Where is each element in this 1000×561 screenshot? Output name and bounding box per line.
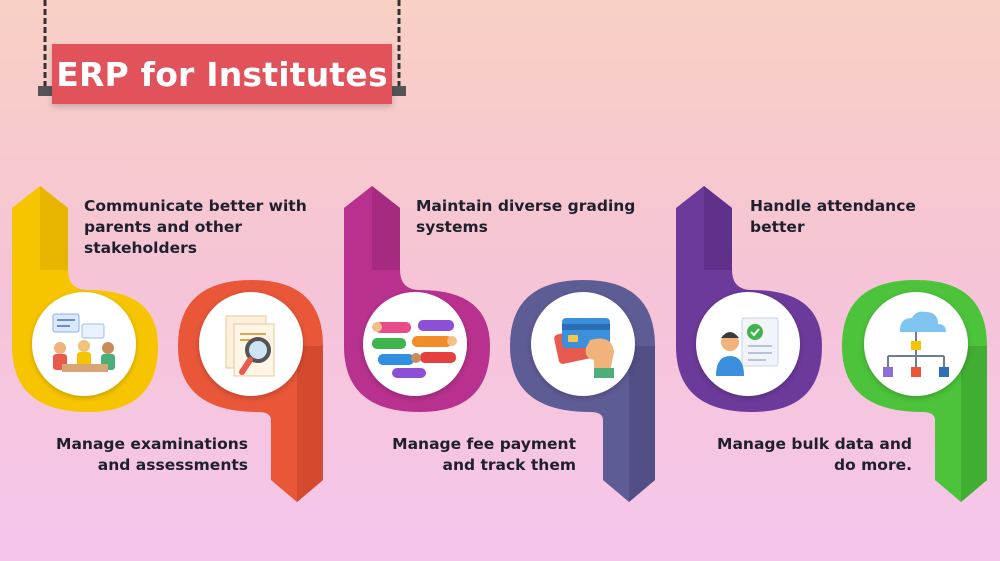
feature-label-attendance: Handle attendance better — [750, 197, 916, 236]
feature-label-communicate: Communicate better with parents and othe… — [84, 197, 307, 257]
feature-label-examinations: Manage examinations and assessments — [56, 435, 248, 474]
document-search-icon — [225, 315, 275, 377]
page-title: ERP for Institutes — [56, 54, 388, 94]
credit-card-icon — [554, 318, 614, 378]
cloud-network-icon — [883, 311, 949, 377]
grading-chat-icon — [372, 320, 457, 378]
feature-label-fee-payment: Manage fee payment and track them — [392, 435, 576, 474]
title-banner: ERP for Institutes — [52, 44, 392, 104]
banner-chain — [38, 0, 406, 96]
feature-label-grading: Maintain diverse grading systems — [416, 197, 636, 236]
meeting-icon — [52, 313, 115, 372]
attendance-checklist-icon — [716, 317, 779, 376]
feature-label-bulk-data: Manage bulk data and do more. — [717, 435, 912, 474]
